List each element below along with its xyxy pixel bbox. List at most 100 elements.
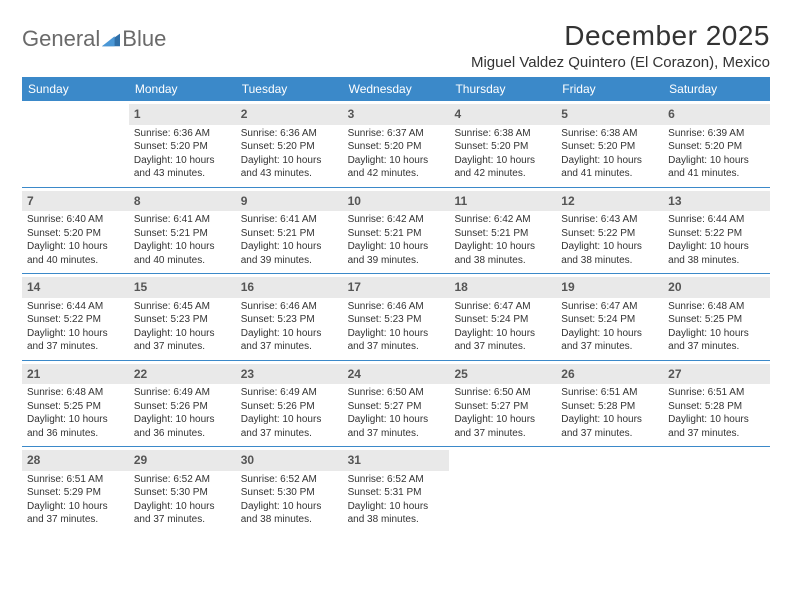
day-cell: 13Sunrise: 6:44 AMSunset: 5:22 PMDayligh…: [663, 188, 770, 274]
sunset-text: Sunset: 5:20 PM: [241, 140, 338, 154]
day-number: 2: [241, 107, 248, 121]
weekday-header: Wednesday: [343, 77, 450, 101]
title-block: December 2025 Miguel Valdez Quintero (El…: [471, 20, 770, 71]
daylight-text: Daylight: 10 hours and 37 minutes.: [27, 500, 124, 527]
day-cell: 12Sunrise: 6:43 AMSunset: 5:22 PMDayligh…: [556, 188, 663, 274]
daylight-text: Daylight: 10 hours and 37 minutes.: [348, 413, 445, 440]
day-cell: 20Sunrise: 6:48 AMSunset: 5:25 PMDayligh…: [663, 274, 770, 360]
day-number-row: 26: [556, 364, 663, 385]
day-number: 19: [561, 280, 574, 294]
day-cell: [22, 101, 129, 187]
day-number: 3: [348, 107, 355, 121]
daylight-text: Daylight: 10 hours and 36 minutes.: [27, 413, 124, 440]
sunrise-text: Sunrise: 6:51 AM: [668, 386, 765, 400]
sunset-text: Sunset: 5:21 PM: [134, 227, 231, 241]
day-cell: 8Sunrise: 6:41 AMSunset: 5:21 PMDaylight…: [129, 188, 236, 274]
day-number: 7: [27, 194, 34, 208]
day-number: 28: [27, 453, 40, 467]
weekday-header: Monday: [129, 77, 236, 101]
daylight-text: Daylight: 10 hours and 43 minutes.: [241, 154, 338, 181]
sunset-text: Sunset: 5:27 PM: [348, 400, 445, 414]
day-cell: 31Sunrise: 6:52 AMSunset: 5:31 PMDayligh…: [343, 447, 450, 533]
day-cell: 22Sunrise: 6:49 AMSunset: 5:26 PMDayligh…: [129, 361, 236, 447]
sunrise-text: Sunrise: 6:38 AM: [561, 127, 658, 141]
logo-text-general: General: [22, 26, 100, 52]
daylight-text: Daylight: 10 hours and 37 minutes.: [668, 327, 765, 354]
day-cell: 27Sunrise: 6:51 AMSunset: 5:28 PMDayligh…: [663, 361, 770, 447]
daylight-text: Daylight: 10 hours and 37 minutes.: [454, 327, 551, 354]
sunrise-text: Sunrise: 6:51 AM: [27, 473, 124, 487]
day-number: 17: [348, 280, 361, 294]
day-cell: 16Sunrise: 6:46 AMSunset: 5:23 PMDayligh…: [236, 274, 343, 360]
day-cell: 11Sunrise: 6:42 AMSunset: 5:21 PMDayligh…: [449, 188, 556, 274]
sunset-text: Sunset: 5:31 PM: [348, 486, 445, 500]
day-cell: [449, 447, 556, 533]
sunset-text: Sunset: 5:23 PM: [348, 313, 445, 327]
day-number: 29: [134, 453, 147, 467]
daylight-text: Daylight: 10 hours and 40 minutes.: [134, 240, 231, 267]
sunrise-text: Sunrise: 6:51 AM: [561, 386, 658, 400]
day-number-row: 24: [343, 364, 450, 385]
logo-text-blue: Blue: [122, 26, 166, 52]
day-number: 15: [134, 280, 147, 294]
day-number: 9: [241, 194, 248, 208]
day-cell: 2Sunrise: 6:36 AMSunset: 5:20 PMDaylight…: [236, 101, 343, 187]
day-cell: 14Sunrise: 6:44 AMSunset: 5:22 PMDayligh…: [22, 274, 129, 360]
sunrise-text: Sunrise: 6:38 AM: [454, 127, 551, 141]
daylight-text: Daylight: 10 hours and 41 minutes.: [668, 154, 765, 181]
weekday-header: Tuesday: [236, 77, 343, 101]
day-cell: 7Sunrise: 6:40 AMSunset: 5:20 PMDaylight…: [22, 188, 129, 274]
day-cell: 29Sunrise: 6:52 AMSunset: 5:30 PMDayligh…: [129, 447, 236, 533]
sunrise-text: Sunrise: 6:43 AM: [561, 213, 658, 227]
daylight-text: Daylight: 10 hours and 40 minutes.: [27, 240, 124, 267]
day-cell: 5Sunrise: 6:38 AMSunset: 5:20 PMDaylight…: [556, 101, 663, 187]
day-number-row: 12: [556, 191, 663, 212]
day-number: 21: [27, 367, 40, 381]
day-number-row: 10: [343, 191, 450, 212]
day-number: 5: [561, 107, 568, 121]
day-number: 1: [134, 107, 141, 121]
daylight-text: Daylight: 10 hours and 38 minutes.: [668, 240, 765, 267]
day-cell: 1Sunrise: 6:36 AMSunset: 5:20 PMDaylight…: [129, 101, 236, 187]
day-number: 6: [668, 107, 675, 121]
sunset-text: Sunset: 5:27 PM: [454, 400, 551, 414]
day-number-row: 5: [556, 104, 663, 125]
sunset-text: Sunset: 5:28 PM: [561, 400, 658, 414]
sunrise-text: Sunrise: 6:44 AM: [668, 213, 765, 227]
sunset-text: Sunset: 5:23 PM: [241, 313, 338, 327]
day-number: 26: [561, 367, 574, 381]
day-cell: 21Sunrise: 6:48 AMSunset: 5:25 PMDayligh…: [22, 361, 129, 447]
day-number-row: 21: [22, 364, 129, 385]
week-row: 7Sunrise: 6:40 AMSunset: 5:20 PMDaylight…: [22, 187, 770, 274]
day-number-row: 31: [343, 450, 450, 471]
daylight-text: Daylight: 10 hours and 42 minutes.: [348, 154, 445, 181]
sunset-text: Sunset: 5:20 PM: [668, 140, 765, 154]
day-cell: 18Sunrise: 6:47 AMSunset: 5:24 PMDayligh…: [449, 274, 556, 360]
day-number-row: 11: [449, 191, 556, 212]
day-cell: 19Sunrise: 6:47 AMSunset: 5:24 PMDayligh…: [556, 274, 663, 360]
day-number: 22: [134, 367, 147, 381]
sunrise-text: Sunrise: 6:44 AM: [27, 300, 124, 314]
sunrise-text: Sunrise: 6:36 AM: [134, 127, 231, 141]
day-number-row: 29: [129, 450, 236, 471]
daylight-text: Daylight: 10 hours and 37 minutes.: [241, 413, 338, 440]
daylight-text: Daylight: 10 hours and 37 minutes.: [454, 413, 551, 440]
sunrise-text: Sunrise: 6:41 AM: [134, 213, 231, 227]
sunset-text: Sunset: 5:26 PM: [241, 400, 338, 414]
day-number: 31: [348, 453, 361, 467]
sunset-text: Sunset: 5:25 PM: [27, 400, 124, 414]
day-cell: [663, 447, 770, 533]
day-cell: 4Sunrise: 6:38 AMSunset: 5:20 PMDaylight…: [449, 101, 556, 187]
sunrise-text: Sunrise: 6:52 AM: [134, 473, 231, 487]
sunrise-text: Sunrise: 6:45 AM: [134, 300, 231, 314]
sunset-text: Sunset: 5:20 PM: [454, 140, 551, 154]
daylight-text: Daylight: 10 hours and 37 minutes.: [561, 413, 658, 440]
sunset-text: Sunset: 5:21 PM: [454, 227, 551, 241]
weekday-header: Saturday: [663, 77, 770, 101]
day-number-row: 27: [663, 364, 770, 385]
daylight-text: Daylight: 10 hours and 37 minutes.: [27, 327, 124, 354]
weekday-header: Thursday: [449, 77, 556, 101]
week-row: 1Sunrise: 6:36 AMSunset: 5:20 PMDaylight…: [22, 101, 770, 187]
day-number-row: 25: [449, 364, 556, 385]
day-number: 11: [454, 194, 467, 208]
